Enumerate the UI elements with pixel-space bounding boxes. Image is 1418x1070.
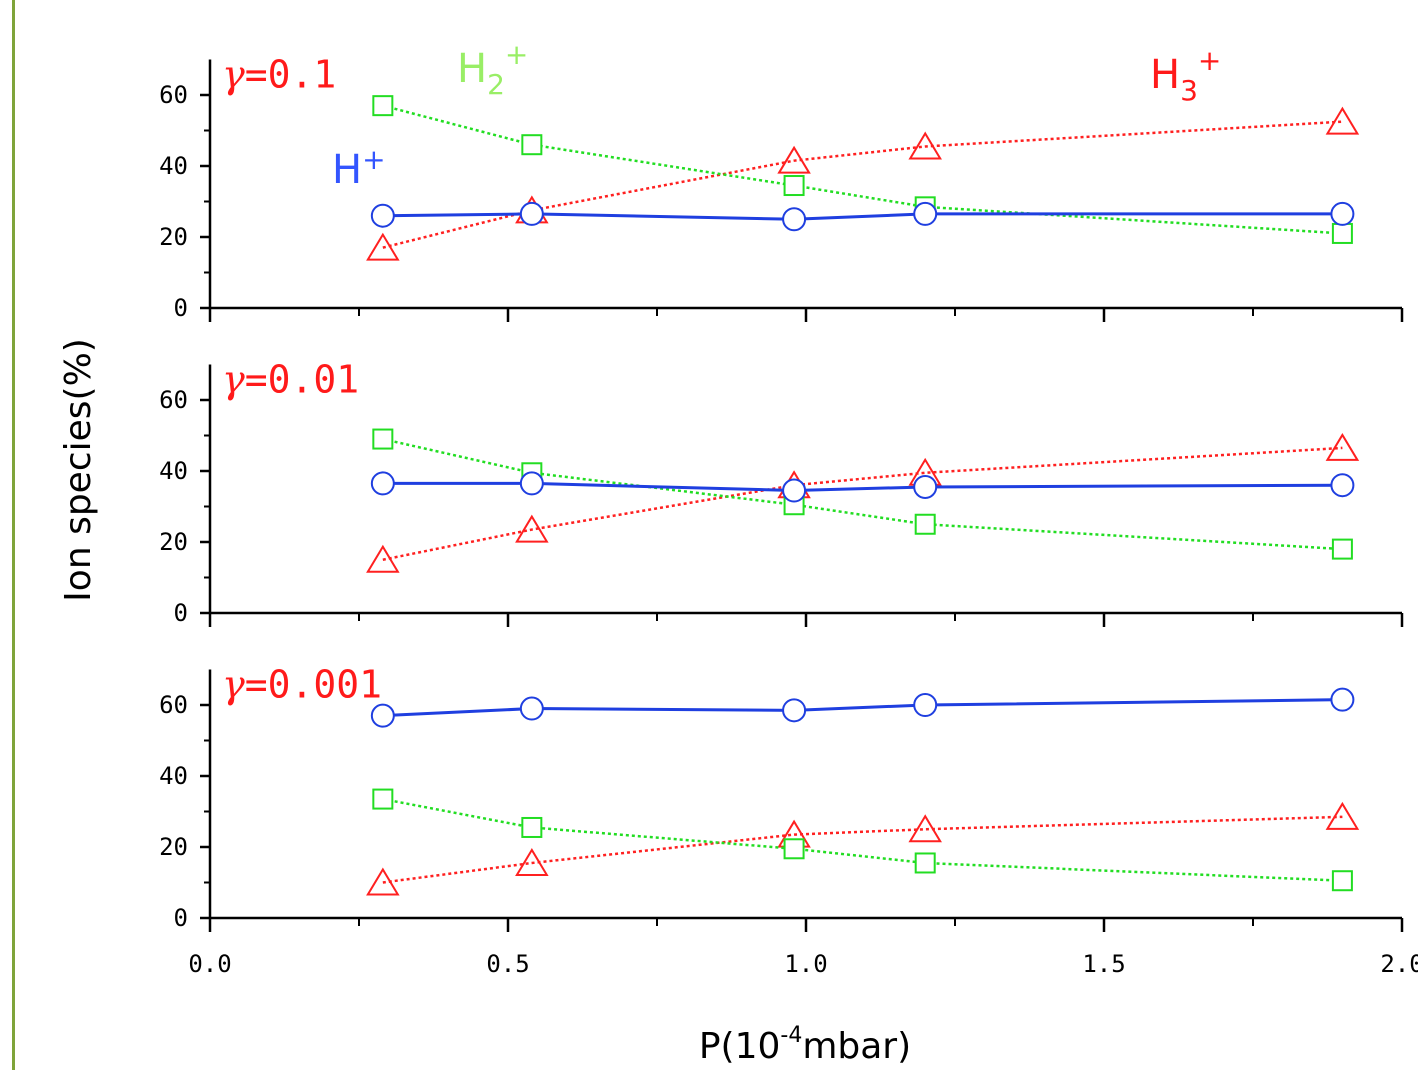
series-line-H3plus (382, 815, 1343, 884)
x-tick-label: 2.0 (1380, 950, 1418, 978)
data-point-H3plus (366, 867, 400, 896)
data-point-H3plus (515, 848, 549, 876)
y-axis-title: Ion species(%) (58, 338, 99, 602)
panel-2: 0 20 40 60 γ=0.01 (159, 358, 1404, 627)
data-point-H2plus (521, 816, 543, 838)
data-point-H2plus (372, 95, 394, 117)
series-line-H3plus (382, 120, 1343, 249)
gamma-value: =0.1 (245, 53, 337, 97)
data-point-Hplus (782, 478, 807, 503)
data-point-Hplus (913, 201, 938, 226)
data-point-H3plus (366, 544, 400, 573)
gamma-label: γ=0.01 (222, 358, 359, 402)
data-point-H2plus (372, 428, 394, 450)
data-point-Hplus (1330, 201, 1355, 226)
y-tick-label: 0 (174, 294, 188, 322)
data-point-H2plus (521, 134, 543, 156)
data-point-H3plus (908, 131, 942, 160)
y-tick-label: 0 (174, 904, 188, 932)
data-point-H3plus (1325, 801, 1360, 830)
y-tick-label: 40 (159, 457, 188, 485)
data-point-H2plus (1331, 870, 1353, 892)
data-point-H2plus (1331, 222, 1353, 244)
x-tick-label: 0.0 (188, 950, 231, 978)
x-axis-title: P(10-4mbar) (699, 1023, 911, 1067)
y-tick-label: 60 (159, 81, 188, 109)
data-point-H2plus (1331, 538, 1353, 560)
gamma-symbol: γ (222, 358, 245, 402)
data-point-Hplus (913, 693, 938, 717)
y-tick-label: 60 (159, 691, 188, 719)
y-tick-label: 20 (159, 223, 188, 251)
data-point-Hplus (782, 698, 807, 723)
data-point-Hplus (782, 207, 807, 232)
data-point-H3plus (908, 814, 942, 843)
data-point-Hplus (519, 696, 544, 721)
x-tick-label: 1.0 (784, 950, 827, 978)
data-point-Hplus (913, 474, 938, 499)
series-line-H2plus (382, 104, 1343, 235)
series-label-Hplus: H+ (332, 143, 386, 193)
data-point-Hplus (1330, 687, 1355, 712)
panel-3: 0 20 40 60 γ=0.001 (159, 663, 1404, 932)
series-line-H2plus (382, 797, 1343, 882)
data-point-H2plus (914, 852, 936, 874)
gamma-value: =0.01 (245, 358, 359, 402)
data-point-H3plus (1325, 432, 1360, 461)
data-point-H2plus (783, 838, 805, 860)
data-point-H3plus (366, 232, 400, 261)
panel-1: 0 20 40 60 γ=0.1 (159, 53, 1404, 322)
y-tick-label: 0 (174, 599, 188, 627)
data-point-Hplus (519, 201, 544, 226)
gamma-symbol: γ (222, 53, 245, 97)
data-point-H2plus (783, 175, 805, 197)
y-tick-label: 40 (159, 152, 188, 180)
series-label-H2plus: H2+ (457, 38, 528, 101)
y-tick-label: 40 (159, 762, 188, 790)
gamma-label: γ=0.1 (222, 53, 336, 97)
data-point-Hplus (1330, 473, 1355, 498)
series-label-H3plus: H3+ (1150, 44, 1221, 107)
data-point-H2plus (914, 513, 936, 535)
gamma-symbol: γ (222, 663, 245, 707)
data-point-H2plus (372, 788, 394, 810)
data-point-Hplus (519, 471, 544, 496)
data-point-H3plus (1325, 106, 1360, 135)
x-tick-label: 1.5 (1082, 950, 1125, 978)
gamma-value: =0.001 (245, 663, 382, 707)
data-point-H3plus (515, 514, 549, 543)
data-point-H3plus (777, 145, 811, 174)
y-tick-label: 20 (159, 528, 188, 556)
left-border-bar (12, 0, 15, 1070)
x-tick-label: 0.5 (486, 950, 529, 978)
y-tick-label: 60 (159, 386, 188, 414)
data-point-Hplus (370, 703, 395, 728)
y-tick-label: 20 (159, 833, 188, 861)
data-point-Hplus (370, 203, 395, 228)
gamma-label: γ=0.001 (222, 663, 382, 707)
data-point-Hplus (370, 471, 395, 496)
